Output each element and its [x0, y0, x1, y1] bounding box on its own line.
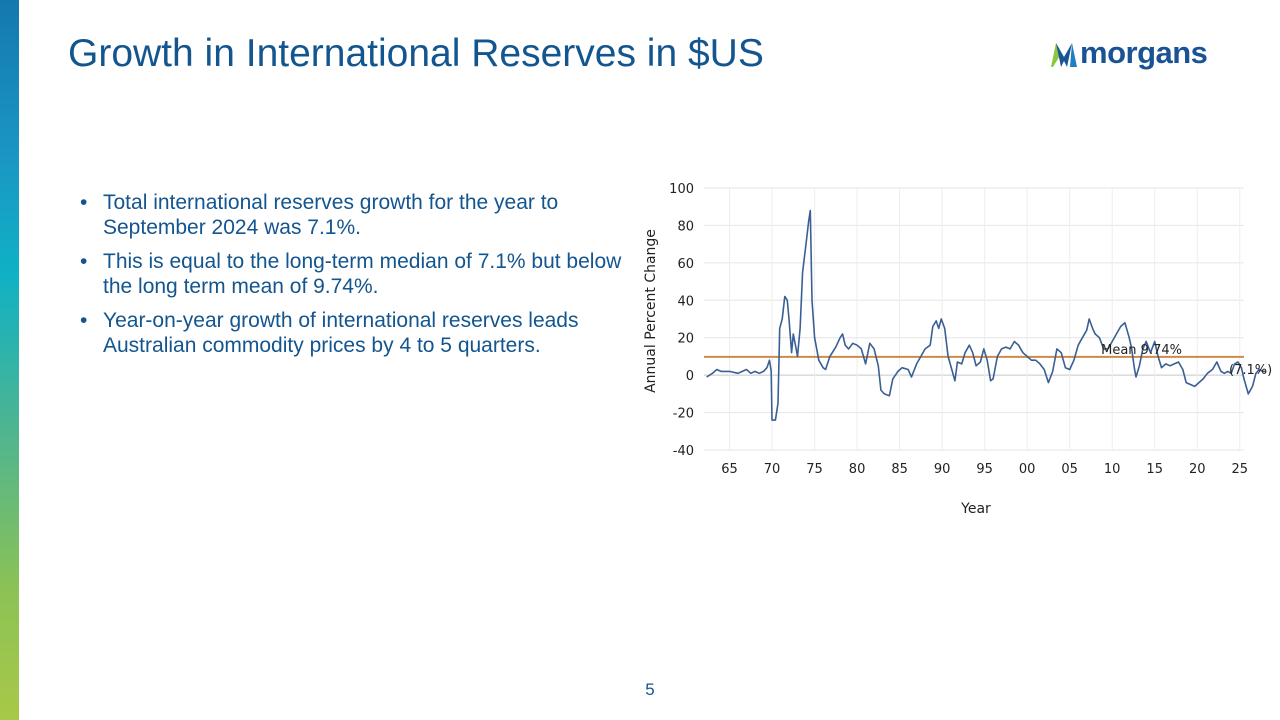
x-tick-label: 95 — [976, 462, 993, 477]
accent-bar — [0, 0, 19, 720]
slide-title: Growth in International Reserves in $US — [68, 32, 764, 75]
series-line — [706, 209, 1267, 421]
x-tick-label: 70 — [764, 462, 781, 477]
morgans-logo: morgans — [1050, 34, 1220, 74]
mean-label: Mean 9.74% — [1101, 343, 1182, 358]
x-tick-label: 15 — [1146, 462, 1163, 477]
y-tick-label: 40 — [677, 294, 694, 309]
x-tick-label: 00 — [1019, 462, 1036, 477]
bullet-item: This is equal to the long-term median of… — [78, 249, 638, 299]
y-tick-label: 20 — [677, 332, 694, 347]
reserves-growth-chart: -40 -20 0 20 40 60 80 100 65 70 75 80 85 90 95 00 05 10 15… — [643, 182, 1272, 517]
x-tick-label: 75 — [806, 462, 823, 477]
bullet-item: Total international reserves growth for … — [78, 190, 638, 240]
y-tick-label: -20 — [673, 407, 694, 422]
x-axis-title: Year — [960, 501, 991, 517]
x-tick-label: 05 — [1061, 462, 1078, 477]
end-value-label: (7.1%) — [1229, 363, 1272, 378]
x-tick-label: 65 — [721, 462, 738, 477]
y-tick-label: 60 — [677, 257, 694, 272]
y-tick-label: -40 — [673, 444, 694, 459]
morgans-logo-icon — [1051, 43, 1077, 67]
x-tick-label: 25 — [1231, 462, 1248, 477]
x-tick-label: 90 — [934, 462, 951, 477]
y-tick-label: 0 — [686, 369, 694, 384]
x-tick-label: 80 — [849, 462, 866, 477]
bullet-list: Total international reserves growth for … — [78, 190, 638, 367]
y-axis-title: Annual Percent Change — [643, 229, 659, 393]
x-tick-label: 20 — [1189, 462, 1206, 477]
x-tick-label: 85 — [891, 462, 908, 477]
y-tick-label: 100 — [669, 182, 694, 197]
logo-wordmark: morgans — [1080, 35, 1208, 70]
bullet-item: Year-on-year growth of international res… — [78, 308, 638, 358]
y-tick-label: 80 — [677, 219, 694, 234]
page-number: 5 — [645, 680, 655, 699]
x-tick-label: 10 — [1104, 462, 1121, 477]
